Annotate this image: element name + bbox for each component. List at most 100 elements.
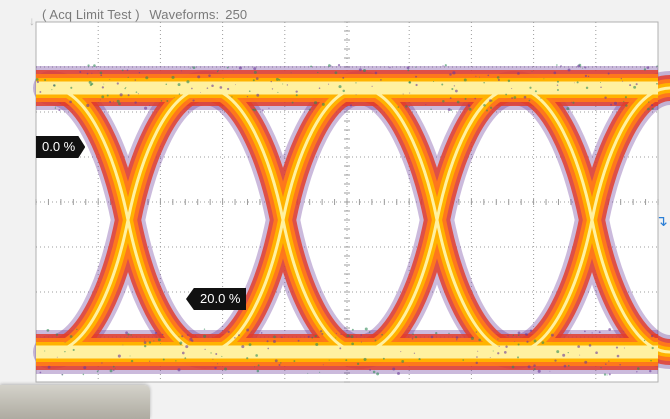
noise-dot <box>226 66 229 69</box>
noise-dot <box>448 332 450 335</box>
noise-dot <box>342 89 345 93</box>
noise-dot <box>450 109 453 111</box>
noise-dot <box>257 364 260 367</box>
noise-dot <box>204 348 206 350</box>
noise-dot <box>523 95 527 99</box>
noise-dot <box>554 359 557 362</box>
eye-rail-layer-4 <box>36 81 658 359</box>
noise-dot <box>616 354 620 358</box>
noise-dot <box>186 80 190 84</box>
noise-dot <box>587 75 590 78</box>
noise-dot <box>250 331 252 333</box>
noise-dot <box>556 350 560 354</box>
noise-dot <box>227 330 230 334</box>
noise-dot <box>101 86 105 89</box>
noise-dot <box>598 331 601 334</box>
noise-dot <box>210 352 212 354</box>
noise-dot <box>241 345 245 349</box>
noise-dot <box>253 67 257 71</box>
noise-dot <box>328 359 330 361</box>
noise-dot <box>39 371 42 374</box>
noise-dot <box>275 77 279 81</box>
control-panel-tab[interactable] <box>0 385 150 419</box>
noise-dot <box>525 333 529 336</box>
channel-ground-marker-icon: ↓ <box>29 14 35 28</box>
noise-dot <box>517 334 520 336</box>
noise-dot <box>643 68 647 71</box>
noise-dot <box>588 344 592 347</box>
noise-dot <box>474 97 476 100</box>
noise-dot <box>397 106 399 108</box>
noise-dot <box>46 329 50 332</box>
noise-dot <box>382 357 385 360</box>
noise-dot <box>64 350 66 353</box>
noise-dot <box>615 346 619 349</box>
noise-dot <box>47 365 51 369</box>
noise-dot <box>328 64 331 67</box>
noise-dot <box>451 87 454 91</box>
noise-dot <box>467 104 471 107</box>
noise-dot <box>184 357 187 360</box>
noise-dot <box>195 335 197 336</box>
noise-dot <box>503 351 507 354</box>
noise-dot <box>273 335 276 339</box>
noise-dot <box>268 107 270 109</box>
noise-dot <box>189 337 193 341</box>
noise-dot <box>358 68 362 72</box>
trigger-level-arrow-icon[interactable]: ↴ <box>655 213 668 230</box>
noise-dot <box>567 364 570 367</box>
noise-dot <box>321 332 324 335</box>
noise-dot <box>161 333 164 336</box>
noise-dot <box>406 66 410 70</box>
noise-dot <box>444 64 447 67</box>
noise-dot <box>608 360 610 362</box>
waveforms-count: 250 <box>225 7 248 22</box>
noise-dot <box>307 335 310 338</box>
noise-dot <box>134 101 137 104</box>
noise-dot <box>322 364 324 366</box>
noise-dot <box>44 78 47 81</box>
noise-dot <box>215 353 218 356</box>
noise-dot <box>91 72 93 74</box>
noise-dot <box>191 87 193 90</box>
noise-dot <box>274 359 278 363</box>
noise-dot <box>350 335 354 339</box>
noise-dot <box>514 340 516 342</box>
upper-reference-marker[interactable]: 0.0 % <box>36 136 86 158</box>
noise-dot <box>122 344 124 346</box>
noise-dot <box>339 347 342 350</box>
noise-dot <box>64 341 66 343</box>
noise-dot <box>397 372 400 376</box>
noise-dot <box>203 328 206 330</box>
noise-dot <box>556 64 558 66</box>
noise-dot <box>72 348 75 352</box>
noise-dot <box>248 90 251 92</box>
noise-dot <box>248 343 252 347</box>
noise-dot <box>402 93 404 95</box>
noise-dot <box>86 72 89 75</box>
noise-dot <box>470 336 474 340</box>
noise-dot <box>579 354 581 356</box>
noise-dot <box>171 75 175 79</box>
noise-dot <box>160 100 163 102</box>
noise-dot <box>381 333 383 336</box>
lower-reference-marker[interactable]: 20.0 % <box>186 288 247 310</box>
noise-dot <box>442 100 445 103</box>
noise-dot <box>517 72 520 75</box>
noise-dot <box>636 371 638 373</box>
noise-dot <box>511 365 515 369</box>
noise-dot <box>99 71 103 75</box>
noise-dot <box>576 81 579 84</box>
noise-dot <box>181 335 184 338</box>
noise-dot <box>235 84 237 86</box>
noise-dot <box>58 109 61 112</box>
noise-dot <box>372 370 376 374</box>
noise-dot <box>256 93 260 97</box>
noise-dot <box>550 333 554 337</box>
noise-dot <box>400 351 402 353</box>
noise-dot <box>453 85 456 87</box>
noise-dot <box>278 78 281 81</box>
noise-dot <box>76 328 78 331</box>
noise-dot <box>100 74 103 77</box>
noise-dot <box>217 363 219 365</box>
